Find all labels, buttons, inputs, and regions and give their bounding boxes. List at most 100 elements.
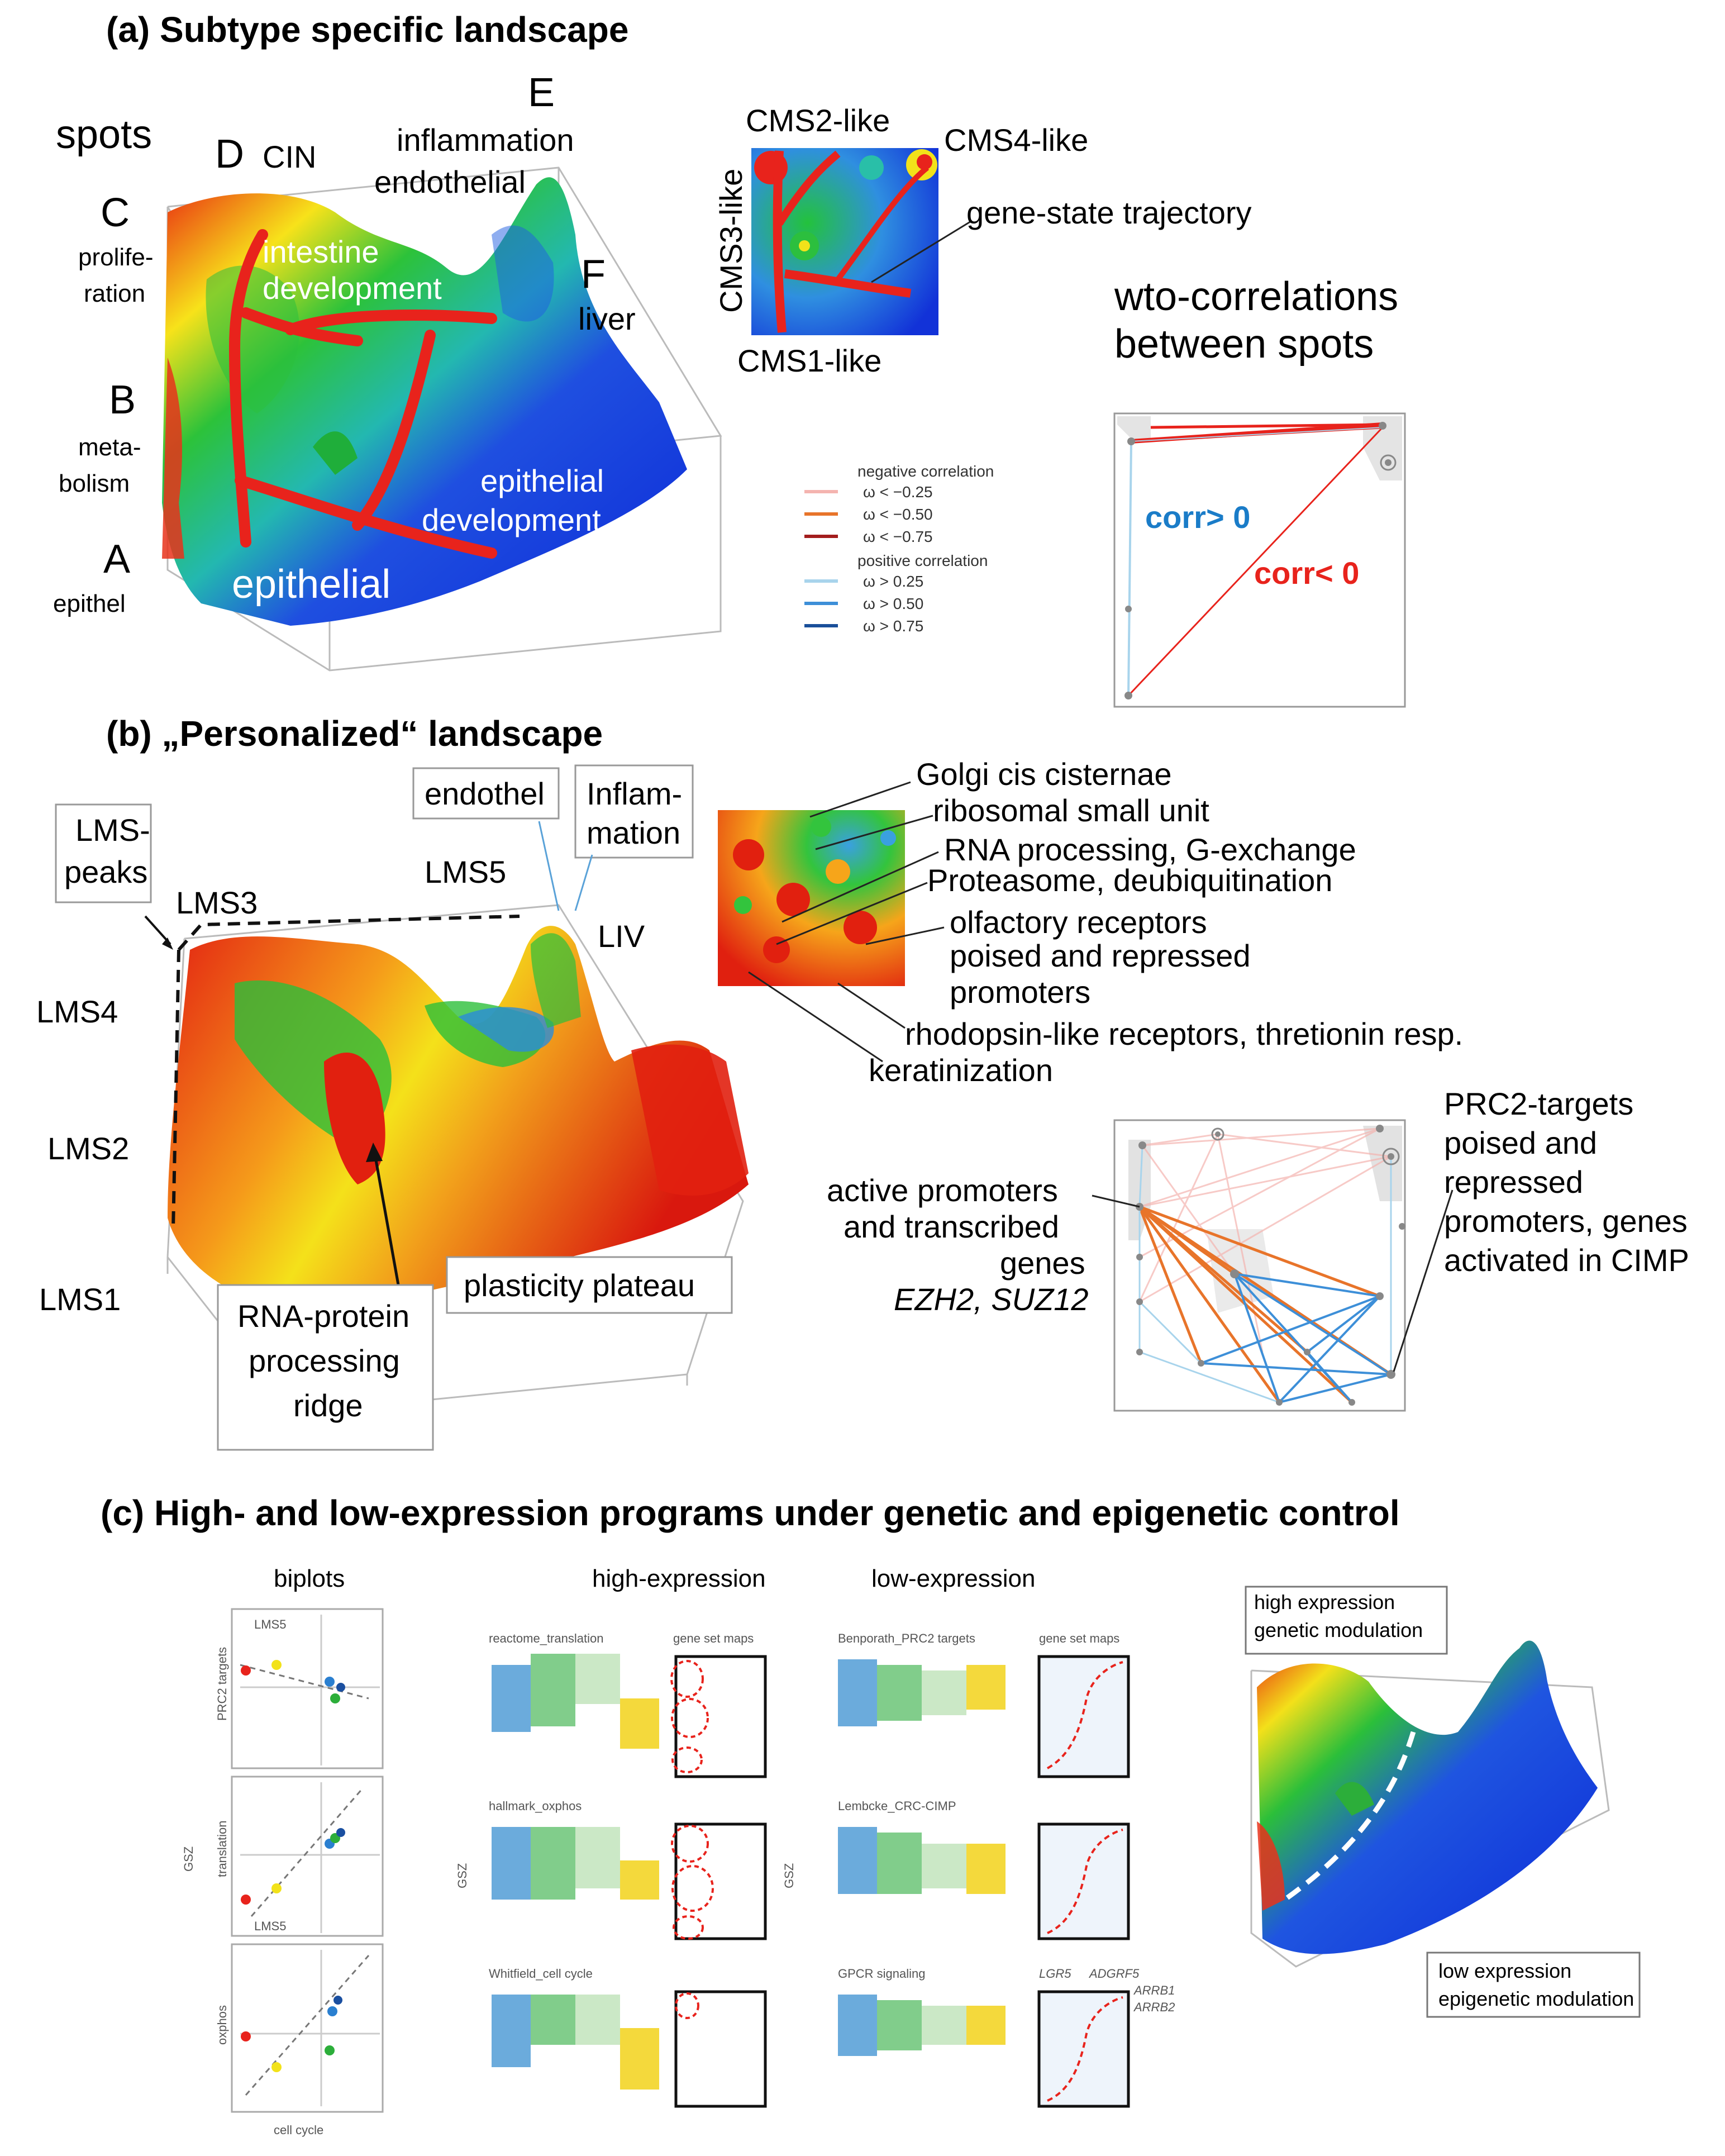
lms-peaks-dashed-line — [177, 915, 520, 951]
legend-pos-header: positive correlation — [857, 552, 988, 569]
set-whitfield-cell-cycle: Whitfield_cell cycle — [489, 1967, 593, 1981]
map-label-golgi: Golgi cis cisternae — [916, 756, 1172, 792]
label-inflammation-1: Inflam- — [587, 776, 682, 811]
inflammation-box — [574, 764, 694, 859]
label-gene-state-trajectory: gene-state trajectory — [966, 195, 1251, 230]
panel-a: (a) Subtype specific landscape spots D C… — [53, 9, 1406, 708]
label-liv: LIV — [598, 918, 645, 954]
set-reactome-translation: reactome_translation — [489, 1631, 603, 1645]
gene-adgrf5: ADGRF5 — [1088, 1967, 1140, 1981]
label-plasticity-plateau: plasticity plateau — [464, 1268, 695, 1303]
label-intestine-2: development — [263, 270, 442, 306]
label-endothelial: endothelial — [374, 164, 526, 199]
label-lms-peaks-1: LMS- — [75, 812, 150, 848]
label-ridge-2: processing — [249, 1343, 400, 1378]
landscape-a-trajectory — [228, 229, 497, 559]
label-endothel: endothel — [425, 776, 545, 811]
legend-neg-2: ω < −0.50 — [863, 506, 933, 523]
map-label-poised: poised and repressed — [950, 938, 1251, 973]
label-high-expression-box-1: high expression — [1254, 1591, 1395, 1614]
label-prc2-3: repressed — [1444, 1164, 1583, 1200]
wto-network-a — [1113, 412, 1406, 708]
biplot-label-lms5-top: LMS5 — [254, 1617, 286, 1631]
biplot-label-lms5-bottom: LMS5 — [254, 1919, 286, 1933]
panel-b: (b) „Personalized“ landscape LMS- peaks — [36, 713, 1689, 1451]
map-label-promoters: promoters — [950, 974, 1090, 1010]
low-expression-box — [1426, 1952, 1641, 2018]
som-map-a — [751, 148, 973, 335]
label-cms1: CMS1-like — [737, 343, 881, 378]
label-lms-peaks-2: peaks — [64, 854, 147, 889]
label-corr-pos: corr> 0 — [1145, 499, 1250, 535]
landscape-b-surface — [168, 926, 749, 1308]
label-active-genes: EZH2, SUZ12 — [894, 1282, 1089, 1317]
lms-peaks-dashed-line-vertical — [171, 949, 180, 1230]
label-active-3: genes — [1000, 1245, 1085, 1281]
label-prc2-4: promoters, genes — [1444, 1203, 1688, 1239]
label-cms2: CMS2-like — [746, 103, 890, 138]
map-label-proteasome: Proteasome, deubiquitination — [927, 863, 1332, 898]
label-ridge-3: ridge — [293, 1388, 363, 1423]
low-expression-profiles — [838, 1655, 1130, 2108]
map-label-olfactory: olfactory receptors — [950, 905, 1207, 940]
map-label-ribosomal: ribosomal small unit — [933, 793, 1209, 828]
label-lms5: LMS5 — [425, 854, 506, 889]
label-spots: spots — [56, 112, 152, 157]
letter-a: A — [103, 537, 130, 582]
label-prc2-5: activated in CIMP — [1444, 1243, 1689, 1278]
letter-c: C — [101, 191, 130, 235]
panel-a-title: (a) Subtype specific landscape — [106, 9, 628, 50]
letter-e: E — [528, 70, 555, 115]
label-proliferation-2: ration — [84, 280, 145, 307]
panel-c-title: (c) High- and low-expression programs un… — [101, 1493, 1400, 1533]
label-liver: liver — [578, 301, 636, 336]
label-cin: CIN — [263, 139, 316, 174]
endothel-box — [412, 767, 560, 820]
label-high-expression-box-2: genetic modulation — [1254, 1619, 1423, 1641]
high-expression-profiles — [492, 1654, 767, 2108]
legend-neg-3: ω < −0.75 — [863, 528, 933, 545]
letter-d: D — [215, 132, 244, 177]
label-epithelial: epithelial — [232, 562, 390, 607]
label-prc2-2: poised and — [1444, 1125, 1597, 1160]
panel-b-title: (b) „Personalized“ landscape — [106, 713, 603, 754]
high-ylabel-gsz: GSZ — [455, 1863, 469, 1888]
label-biplots: biplots — [274, 1565, 345, 1592]
biplot-xlabel-cell-cycle: cell cycle — [274, 2123, 323, 2137]
plateau-box — [446, 1256, 733, 1314]
gene-arrb2: ARRB2 — [1133, 2000, 1175, 2014]
label-cms3: CMS3-like — [713, 169, 749, 313]
label-epithel: epithel — [53, 590, 126, 617]
gene-arrb1: ARRB1 — [1133, 1983, 1175, 1997]
biplot-ylabel-translation: translation — [215, 1820, 229, 1877]
label-prc2-1: PRC2-targets — [1444, 1086, 1633, 1121]
legend-pos-2: ω > 0.50 — [863, 595, 923, 612]
ridge-box — [217, 1284, 434, 1451]
panel-c: (c) High- and low-expression programs un… — [101, 1493, 1641, 2137]
label-lms4: LMS4 — [36, 994, 118, 1029]
set-benporath-prc2: Benporath_PRC2 targets — [838, 1631, 975, 1645]
label-intestine-1: intestine — [263, 234, 379, 269]
biplot-panels — [231, 1608, 384, 2113]
label-corr-neg: corr< 0 — [1254, 555, 1359, 591]
label-low-expression-box-2: epigenetic modulation — [1438, 1987, 1634, 2010]
correlation-legend: negative correlation ω < −0.25 ω < −0.50… — [804, 463, 994, 635]
label-inflammation: inflammation — [397, 122, 574, 158]
label-epithelial-development-1: epithelial — [480, 463, 604, 498]
label-cms4: CMS4-like — [944, 122, 1088, 158]
label-active-1: active promoters — [827, 1173, 1058, 1208]
map-label-rna-processing: RNA processing, G-exchange — [944, 832, 1356, 867]
biplot-ylabel-prc2: PRC2 targets — [215, 1647, 229, 1721]
wto-title-2: between spots — [1114, 322, 1374, 367]
label-epithelial-development-2: development — [422, 502, 601, 537]
label-low-expression-box-1: low expression — [1438, 1959, 1571, 1982]
som-map-b — [718, 781, 945, 1063]
label-metabolism-1: meta- — [78, 434, 141, 461]
label-lms2: LMS2 — [47, 1131, 129, 1166]
landscape-a-surface — [162, 177, 687, 626]
biplot-ylabel-oxphos: oxphos — [215, 2005, 229, 2045]
legend-neg-1: ω < −0.25 — [863, 483, 933, 501]
lms-peaks-box — [55, 803, 152, 903]
label-low-expression: low-expression — [871, 1565, 1035, 1592]
